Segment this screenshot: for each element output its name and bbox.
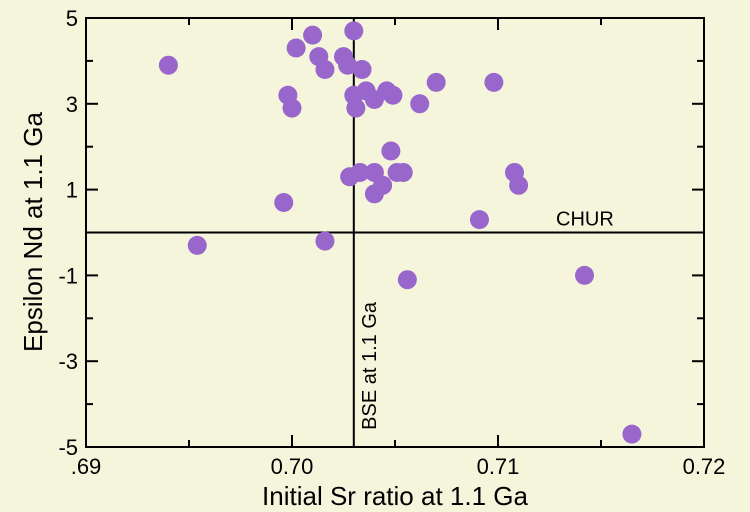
data-point <box>303 25 323 45</box>
data-point <box>346 98 366 118</box>
y-tick-label: 3 <box>66 92 78 117</box>
data-point <box>352 59 372 79</box>
y-tick-label: -5 <box>58 435 78 460</box>
chur-label: CHUR <box>556 209 614 231</box>
y-tick-label: -3 <box>58 349 78 374</box>
data-point <box>397 270 417 290</box>
data-point <box>622 424 642 444</box>
data-point <box>393 162 413 182</box>
data-point <box>410 94 430 114</box>
data-point <box>286 38 306 58</box>
y-tick-label: 5 <box>66 6 78 31</box>
data-point <box>158 55 178 75</box>
data-point <box>426 72 446 92</box>
data-point <box>282 98 302 118</box>
data-point <box>575 265 595 285</box>
y-axis-title: Epsilon Nd at 1.1 Ga <box>18 112 48 352</box>
x-tick-label: .69 <box>71 454 102 479</box>
data-point <box>509 175 529 195</box>
data-point <box>187 235 207 255</box>
axis-ticks <box>86 18 704 447</box>
x-tick-label: 0.70 <box>271 454 314 479</box>
x-axis-title: Initial Sr ratio at 1.1 Ga <box>262 481 528 511</box>
y-tick-label: 1 <box>66 178 78 203</box>
data-point <box>344 21 364 41</box>
data-point <box>274 192 294 212</box>
data-point <box>469 210 489 230</box>
data-point <box>383 85 403 105</box>
x-tick-label: 0.71 <box>477 454 520 479</box>
data-point <box>315 59 335 79</box>
data-point <box>381 141 401 161</box>
x-tick-label: 0.72 <box>683 454 726 479</box>
data-point <box>484 72 504 92</box>
data-point <box>315 231 335 251</box>
tick-labels: -5 -3 -1 1 3 5 .69 0.70 0.71 0.72 <box>58 6 725 479</box>
data-point <box>350 162 370 182</box>
bse-label: BSE at 1.1 Ga <box>359 301 381 430</box>
plot-area <box>86 18 704 447</box>
data-points <box>158 21 642 444</box>
y-tick-label: -1 <box>58 263 78 288</box>
data-point <box>338 55 358 75</box>
data-point <box>373 175 393 195</box>
